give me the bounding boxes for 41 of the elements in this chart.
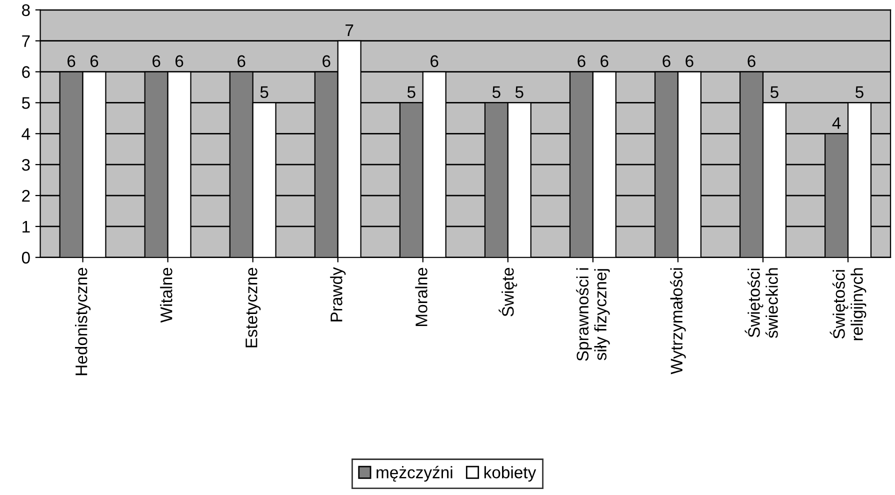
- data-label: 6: [686, 55, 694, 68]
- x-tick-label: Witalne: [160, 268, 172, 323]
- data-label: 5: [407, 86, 416, 98]
- y-tick-label: 3: [22, 158, 30, 171]
- x-tick-label: Prawdy: [330, 267, 346, 322]
- data-label: 5: [770, 86, 778, 98]
- data-label: 4: [832, 117, 841, 129]
- y-tick-label: 0: [22, 252, 30, 264]
- data-label: 6: [322, 55, 330, 68]
- y-tick-label: 8: [22, 4, 30, 16]
- y-tick-label: 2: [22, 190, 30, 202]
- x-tick-label: Świętości świeckich: [744, 268, 778, 338]
- data-label: 7: [346, 24, 354, 36]
- data-label: 6: [662, 55, 670, 68]
- data-label: 5: [260, 86, 268, 98]
- legend-label: mężczyźni: [376, 466, 452, 482]
- x-tick-label: Sprawności i siły fizycznej: [576, 268, 610, 361]
- y-tick-label: 5: [22, 97, 30, 109]
- data-label: 6: [578, 55, 586, 68]
- data-label: 6: [152, 55, 160, 68]
- data-label: 6: [430, 55, 438, 68]
- x-tick-label: Moralne: [415, 268, 428, 326]
- x-tick-label: Estetyczne: [246, 268, 261, 348]
- data-label: 5: [515, 86, 524, 98]
- y-tick-label: 7: [22, 35, 30, 47]
- legend-label: kobiety: [484, 466, 536, 482]
- y-tick-label: 1: [22, 221, 30, 232]
- x-tick-label: Świętości religijnych: [830, 268, 866, 340]
- x-tick-label: Święte: [498, 268, 518, 316]
- data-label: 6: [748, 55, 756, 68]
- data-label: 6: [90, 55, 98, 68]
- x-tick-label: Hedonistyczne: [75, 268, 91, 376]
- data-label: 6: [68, 55, 76, 68]
- data-label: 6: [238, 55, 246, 68]
- data-label: 6: [600, 55, 608, 68]
- y-tick-label: 6: [22, 66, 30, 78]
- data-label: 5: [856, 86, 864, 98]
- data-label: 5: [492, 86, 500, 98]
- data-label: 6: [176, 55, 184, 68]
- y-tick-label: 4: [22, 128, 30, 140]
- x-tick-label: Wytrzymałości: [670, 268, 686, 374]
